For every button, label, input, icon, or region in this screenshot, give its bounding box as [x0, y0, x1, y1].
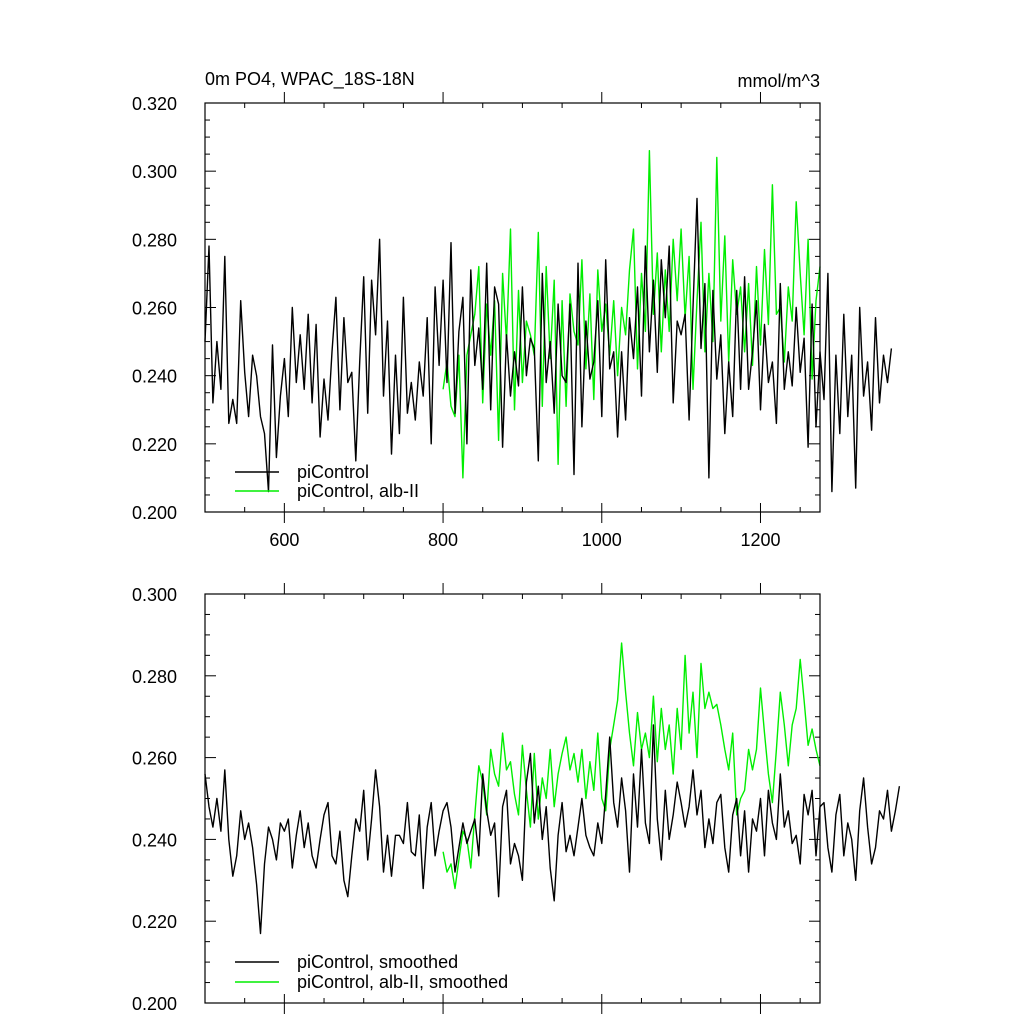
- top-chart: 0m PO4, WPAC_18S-18N mmol/m^3 600 800 1000…: [132, 69, 893, 550]
- bottom-chart-ticks: 0.200 0.220 0.240 0.260 0.280 0.300: [132, 583, 820, 1014]
- bottom-ytick-label: 0.280: [132, 667, 177, 687]
- bottom-series-line-0: [204, 724, 901, 935]
- top-chart-title: 0m PO4, WPAC_18S-18N: [205, 69, 415, 90]
- top-ytick-label: 0.260: [132, 299, 177, 319]
- top-chart-legend: piControl piControl, alb-II: [235, 462, 419, 501]
- top-ytick-label: 0.300: [132, 162, 177, 182]
- legend-label-picontrol-alb-ii-smoothed: piControl, alb-II, smoothed: [297, 972, 508, 992]
- bottom-ytick-label: 0.300: [132, 585, 177, 605]
- bottom-chart-series: [204, 642, 901, 935]
- top-series-line-0: [204, 197, 893, 493]
- bottom-series-line-1: [442, 642, 821, 890]
- legend-label-picontrol-smoothed: piControl, smoothed: [297, 952, 458, 972]
- top-xtick-label: 1200: [740, 530, 780, 550]
- top-chart-series: [204, 149, 893, 493]
- bottom-ytick-label: 0.260: [132, 749, 177, 769]
- legend-label-picontrol-alb-ii: piControl, alb-II: [297, 481, 419, 501]
- bottom-chart-legend: piControl, smoothed piControl, alb-II, s…: [235, 952, 508, 992]
- bottom-chart: 0.200 0.220 0.240 0.260 0.280 0.300 piControl…: [132, 583, 901, 1014]
- top-ytick-label: 0.280: [132, 230, 177, 250]
- top-xtick-label: 600: [269, 530, 299, 550]
- legend-label-picontrol: piControl: [297, 462, 369, 482]
- bottom-ytick-label: 0.220: [132, 912, 177, 932]
- top-ytick-label: 0.320: [132, 94, 177, 114]
- top-chart-frame: [204, 102, 821, 513]
- top-chart-units: mmol/m^3: [738, 71, 820, 91]
- top-ytick-label: 0.200: [132, 503, 177, 523]
- top-xtick-label: 1000: [582, 530, 622, 550]
- top-xtick-label: 800: [428, 530, 458, 550]
- top-ytick-label: 0.220: [132, 435, 177, 455]
- bottom-ytick-label: 0.200: [132, 994, 177, 1014]
- top-ytick-label: 0.240: [132, 367, 177, 387]
- top-chart-ticks: 600 800 1000 1200 0.200 0.220 0.240 0.260 0.280 0…: [132, 92, 820, 550]
- top-series-line-1: [442, 149, 821, 479]
- bottom-chart-frame: [204, 593, 821, 1004]
- bottom-ytick-label: 0.240: [132, 830, 177, 850]
